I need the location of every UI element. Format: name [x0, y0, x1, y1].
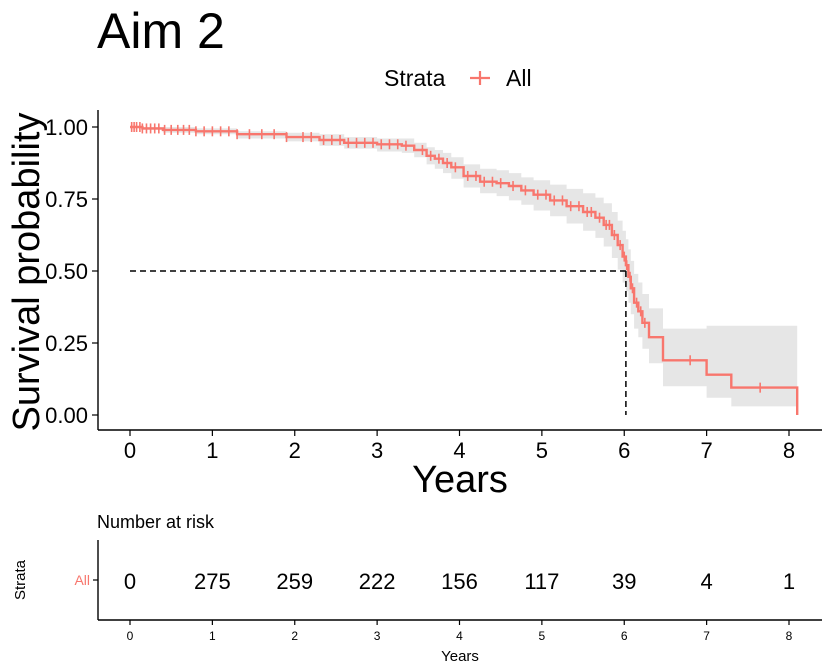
risk-count: 39	[612, 569, 636, 594]
risk-x-tick-label: 3	[374, 629, 381, 643]
x-tick-label: 3	[371, 438, 383, 463]
risk-count: 4	[701, 569, 713, 594]
x-tick-label: 6	[618, 438, 630, 463]
y-tick-label: 0.25	[45, 331, 88, 356]
risk-count: 117	[524, 569, 559, 594]
x-tick-label: 4	[453, 438, 465, 463]
risk-count: 275	[194, 569, 231, 594]
risk-x-tick-label: 6	[621, 629, 628, 643]
main-axes: 0.00 0.25 0.50 0.75 1.00 0 1 2 3 4 5 6 7 8	[45, 110, 822, 463]
y-tick-label: 0.50	[45, 259, 88, 284]
risk-count: 156	[441, 569, 478, 594]
main-plot: 0.00 0.25 0.50 0.75 1.00 0 1 2 3 4 5 6 7 8	[45, 110, 822, 463]
risk-table-counts: 0 275 259 222 156 117 39 4 1	[124, 569, 795, 594]
risk-x-tick-label: 4	[456, 629, 463, 643]
y-axis-title: Survival probability	[6, 113, 48, 432]
legend: Strata All	[384, 65, 532, 91]
risk-count: 222	[359, 569, 396, 594]
risk-table-title: Number at risk	[97, 512, 215, 532]
x-tick-label: 7	[701, 438, 713, 463]
risk-x-tick-label: 5	[539, 629, 546, 643]
x-tick-label: 5	[536, 438, 548, 463]
risk-table-x-ticks: 0 1 2 3 4 5 6 7 8	[127, 620, 793, 643]
legend-title: Strata	[384, 65, 446, 91]
risk-count: 1	[783, 569, 795, 594]
risk-table: Number at risk Strata All 0 275 259 222 156 1…	[12, 512, 822, 665]
risk-count: 0	[124, 569, 136, 594]
risk-x-tick-label: 1	[209, 629, 216, 643]
risk-x-tick-label: 2	[291, 629, 298, 643]
x-axis-title: Years	[412, 459, 508, 501]
risk-x-tick-label: 8	[786, 629, 793, 643]
chart-title: Aim 2	[97, 3, 225, 59]
risk-table-y-title: Strata	[12, 559, 29, 600]
risk-x-tick-label: 7	[703, 629, 710, 643]
risk-count: 259	[276, 569, 313, 594]
censor-marks	[130, 122, 761, 393]
x-tick-label: 8	[783, 438, 795, 463]
y-tick-label: 0.00	[45, 403, 88, 428]
risk-table-strata-label: All	[74, 572, 90, 588]
x-tick-label: 1	[206, 438, 218, 463]
y-tick-label: 1.00	[45, 115, 88, 140]
y-tick-label: 0.75	[45, 187, 88, 212]
risk-table-x-title: Years	[441, 648, 479, 665]
x-tick-label: 2	[289, 438, 301, 463]
median-lines	[130, 270, 627, 415]
risk-x-tick-label: 0	[127, 629, 134, 643]
x-tick-label: 0	[124, 438, 136, 463]
legend-entry-all: All	[506, 65, 532, 91]
